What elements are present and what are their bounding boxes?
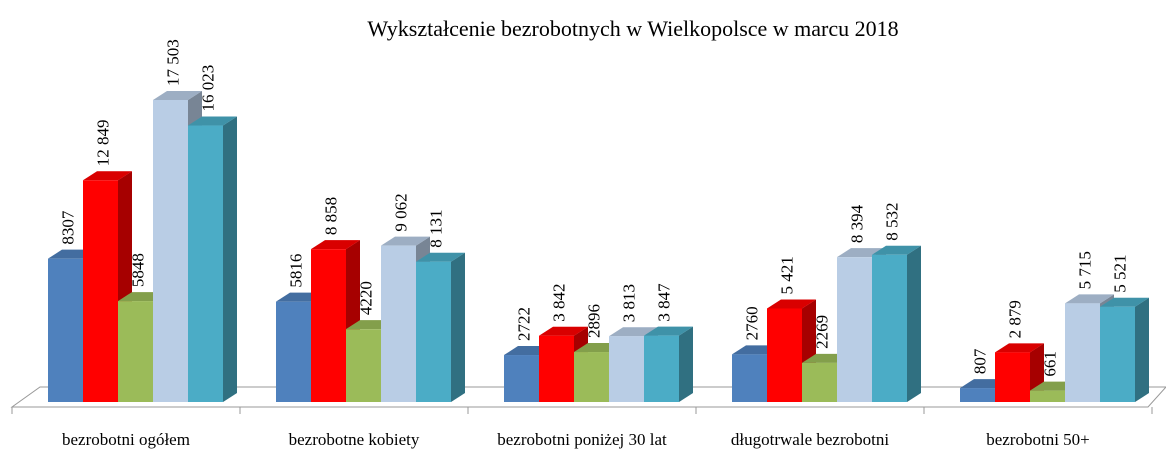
bar-top xyxy=(872,245,921,255)
x-tick-label: bezrobotne kobiety xyxy=(288,430,420,449)
bar xyxy=(644,335,679,402)
data-label: 9 062 xyxy=(392,193,411,231)
bar-top-shade xyxy=(188,116,237,126)
bar-side xyxy=(223,116,237,402)
bar-side-shade xyxy=(1135,297,1149,402)
data-label: 5 715 xyxy=(1076,251,1095,289)
bar xyxy=(995,352,1030,402)
data-label: 5 521 xyxy=(1111,254,1130,292)
bar-top-shade xyxy=(644,326,693,336)
bar-side xyxy=(451,252,465,402)
bar-side-shade xyxy=(679,326,693,402)
bar-top xyxy=(644,326,693,336)
bar-top-shade xyxy=(767,299,816,309)
bar-top xyxy=(995,343,1044,353)
bar xyxy=(609,336,644,402)
data-label: 8 131 xyxy=(427,209,446,247)
bar xyxy=(118,301,153,402)
data-label: 3 842 xyxy=(550,283,569,321)
bar xyxy=(346,329,381,402)
bar-top-shade xyxy=(83,171,132,181)
data-label: 807 xyxy=(971,348,990,374)
bar-top xyxy=(311,240,360,250)
bar-top xyxy=(153,91,202,100)
bar xyxy=(767,308,802,402)
bar-top-shade xyxy=(609,327,658,337)
bar-top xyxy=(381,236,430,246)
bar-side-shade xyxy=(451,252,465,402)
bar-top xyxy=(609,327,658,337)
bar xyxy=(960,388,995,402)
bar-side-shade xyxy=(907,245,921,402)
x-tick-label: bezrobotni 50+ xyxy=(986,430,1090,449)
data-label: 5848 xyxy=(129,253,148,287)
bar xyxy=(1030,390,1065,402)
data-label: 2722 xyxy=(515,307,534,341)
chart-title: Wykształcenie bezrobotnych w Wielkopolsc… xyxy=(367,16,898,41)
data-label: 4220 xyxy=(357,281,376,315)
bar xyxy=(311,249,346,402)
data-label: 2269 xyxy=(813,315,832,349)
data-label: 8307 xyxy=(59,210,78,245)
data-label: 3 847 xyxy=(655,283,674,322)
data-label: 2 879 xyxy=(1006,300,1025,338)
bar xyxy=(574,352,609,402)
data-label: 8 394 xyxy=(848,204,867,243)
bar-top-shade xyxy=(539,326,588,336)
bar xyxy=(1100,306,1135,402)
bar-top xyxy=(83,171,132,181)
bar-top-shade xyxy=(995,343,1044,353)
bar xyxy=(802,362,837,402)
data-label: 5816 xyxy=(287,254,306,288)
data-label: 12 849 xyxy=(94,120,113,167)
bar-top xyxy=(416,252,465,262)
bar xyxy=(153,100,188,402)
bar-side xyxy=(679,326,693,402)
bar-top-shade xyxy=(311,240,360,250)
bar-top xyxy=(1100,297,1149,307)
data-label: 16 023 xyxy=(199,65,218,112)
bar-side xyxy=(907,245,921,402)
bar-top xyxy=(767,299,816,309)
bar xyxy=(188,125,223,402)
bar xyxy=(416,261,451,402)
bar-top-shade xyxy=(381,236,430,246)
data-label: 8 532 xyxy=(883,203,902,241)
bar-side xyxy=(1135,297,1149,402)
data-label: 5 421 xyxy=(778,256,797,294)
bar-top-shade xyxy=(872,245,921,255)
bar xyxy=(83,180,118,402)
bar xyxy=(48,258,83,402)
bar xyxy=(1065,303,1100,402)
data-label: 17 503 xyxy=(164,39,183,86)
bar xyxy=(837,257,872,402)
bar xyxy=(381,245,416,402)
x-tick-label: długotrwale bezrobotni xyxy=(730,430,890,449)
bar xyxy=(872,254,907,402)
data-label: 661 xyxy=(1041,351,1060,377)
bar xyxy=(539,335,574,402)
data-label: 2760 xyxy=(743,306,762,340)
bar xyxy=(732,354,767,402)
bar-top-shade xyxy=(416,252,465,262)
bar-top-shade xyxy=(153,91,202,100)
data-label: 2896 xyxy=(585,304,604,338)
data-label: 8 858 xyxy=(322,197,341,235)
bar-top-shade xyxy=(1100,297,1149,307)
bar-side-shade xyxy=(223,116,237,402)
bar-top-shade xyxy=(1065,294,1114,304)
bar xyxy=(276,301,311,402)
x-tick-label: bezrobotni poniżej 30 lat xyxy=(497,430,667,449)
bar-top xyxy=(539,326,588,336)
bar-top xyxy=(188,116,237,126)
bar-top xyxy=(1065,294,1114,304)
x-tick-label: bezrobotni ogółem xyxy=(62,430,190,449)
data-label: 3 813 xyxy=(620,284,639,322)
bar xyxy=(504,355,539,402)
